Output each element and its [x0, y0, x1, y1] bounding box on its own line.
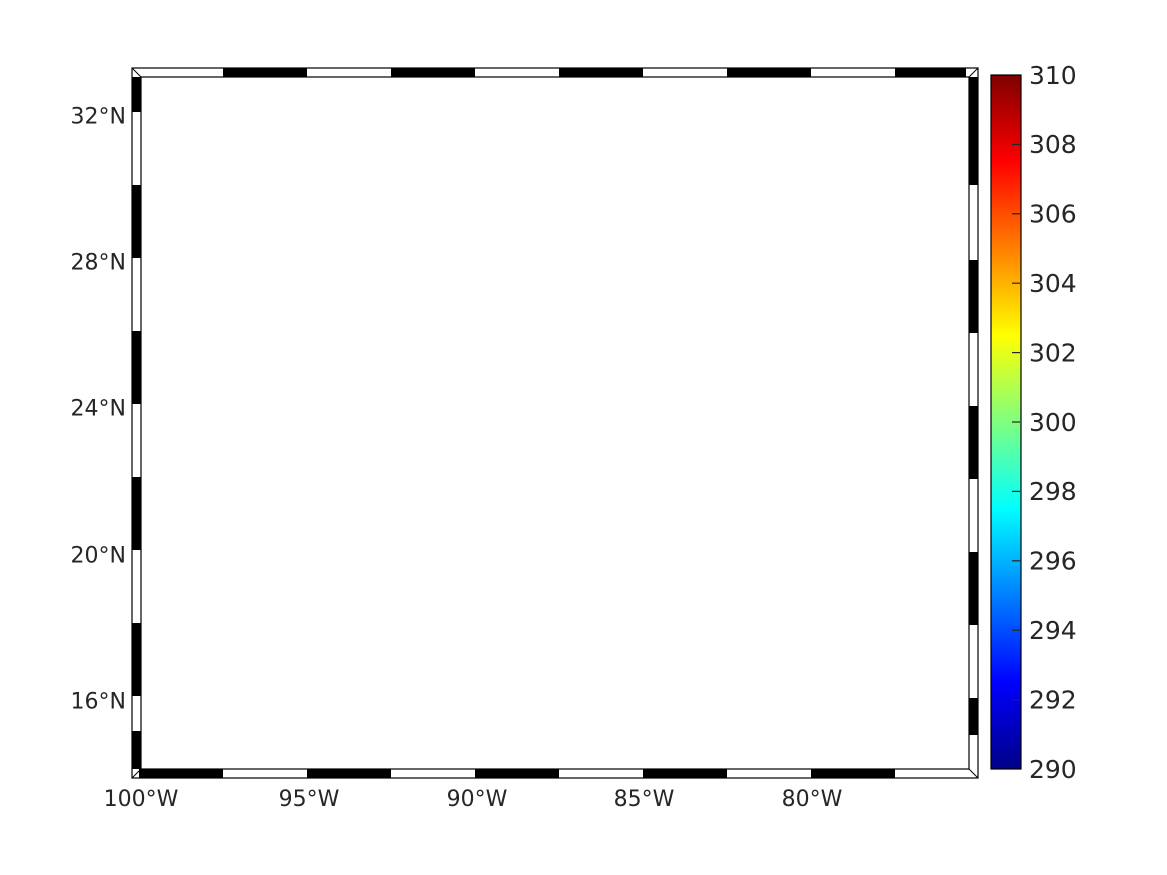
colorbar-tick-label: 290: [1029, 755, 1077, 784]
colorbar-tick-label: 294: [1029, 616, 1077, 645]
frame-band: [132, 68, 978, 778]
colorbar-tick-label: 308: [1029, 130, 1077, 159]
lat-tick-label: 16°N: [71, 690, 126, 715]
lon-tick-label: 85°W: [614, 787, 675, 812]
frame-black-segments: [132, 68, 978, 778]
latitude-axis: 32°N 28°N 24°N 20°N 16°N: [71, 105, 126, 715]
colorbar-tick-label: 302: [1029, 338, 1077, 367]
colorbar-tick-label: 296: [1029, 547, 1077, 576]
lon-tick-label: 95°W: [279, 787, 340, 812]
colorbar-ticks: [1012, 143, 1020, 701]
colorbar-tick-label: 310: [1029, 61, 1077, 90]
colorbar-tick-label: 304: [1029, 269, 1077, 298]
colorbar-tick-label: 300: [1029, 408, 1077, 437]
frame-corner-miters: [131, 67, 979, 779]
longitude-axis: 100°W 95°W 90°W 85°W 80°W: [104, 787, 843, 812]
colorbar-labels: 310 308 306 304 302 300 298 296 294 292 …: [1029, 61, 1077, 784]
lat-tick-label: 28°N: [71, 251, 126, 276]
lat-tick-label: 32°N: [71, 105, 126, 130]
frame-outer-outline: [131, 67, 979, 779]
lon-tick-label: 80°W: [782, 787, 843, 812]
colorbar-tick-label: 298: [1029, 477, 1077, 506]
lon-tick-label: 90°W: [447, 787, 508, 812]
map-frame: [131, 67, 979, 779]
lat-tick-label: 20°N: [71, 544, 126, 569]
colorbar: 310 308 306 304 302 300 298 296 294 292 …: [990, 61, 1077, 784]
colorbar-tick-label: 306: [1029, 200, 1077, 229]
lat-tick-label: 24°N: [71, 397, 126, 422]
colorbar-tick-label: 292: [1029, 685, 1077, 714]
lon-tick-label: 100°W: [104, 787, 179, 812]
